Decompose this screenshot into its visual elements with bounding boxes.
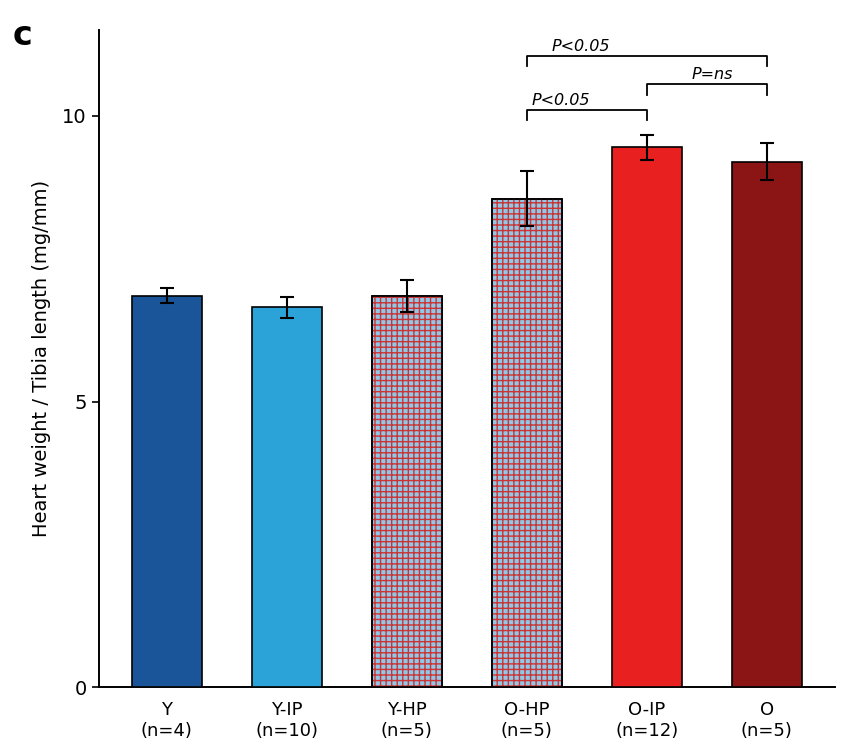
Bar <box>492 199 562 687</box>
Bar <box>492 199 562 687</box>
Y-axis label: Heart weight / Tibia length (mg/mm): Heart weight / Tibia length (mg/mm) <box>32 180 51 538</box>
Bar <box>492 199 562 687</box>
Text: P=ns: P=ns <box>692 67 734 82</box>
Bar <box>372 296 441 687</box>
Bar <box>252 307 321 687</box>
Bar <box>612 147 682 687</box>
Text: P<0.05: P<0.05 <box>552 39 610 54</box>
Bar <box>372 296 441 687</box>
Bar <box>732 162 802 687</box>
Bar <box>372 296 441 687</box>
Text: P<0.05: P<0.05 <box>531 93 590 108</box>
Text: c: c <box>13 19 32 52</box>
Bar <box>132 296 201 687</box>
